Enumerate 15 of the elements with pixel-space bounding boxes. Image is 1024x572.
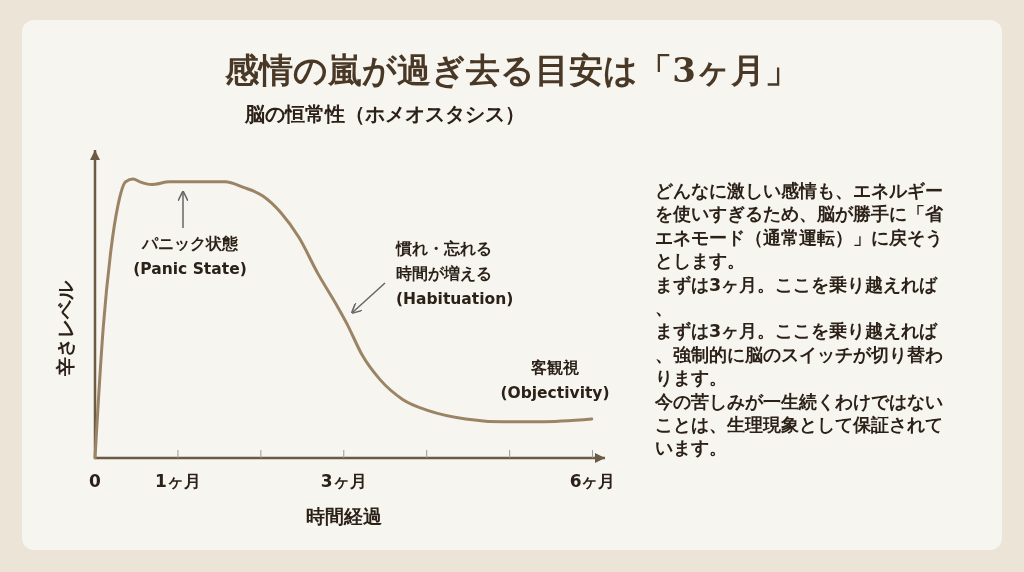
chart-subtitle: 脳の恒常性（ホメオスタシス） bbox=[244, 102, 525, 126]
x-tick-label: 1ヶ月 bbox=[155, 471, 201, 491]
x-tick-label: 0 bbox=[89, 471, 102, 491]
x-tick-label: 3ヶ月 bbox=[320, 471, 367, 491]
annotation: 慣れ・忘れる時間が増える (Habituation) bbox=[395, 239, 514, 308]
x-tick-label: 6ヶ月 bbox=[569, 471, 616, 491]
annotation: パニック状態 (Panic State) bbox=[133, 235, 247, 278]
text: 今の苦しみが一生続くわけではないことは、生理現象として保証されています。 bbox=[654, 391, 943, 459]
text: まずは3ヶ月。ここを乗り越えれば、 bbox=[655, 274, 939, 318]
y-axis-title: 辛さレベル bbox=[54, 280, 76, 377]
text: どんなに激しい感情も、エネルギーを使いすぎるため、脳が勝手に「省エネモード（通常運転）」に戻そうとします。 bbox=[655, 181, 944, 272]
text: まずは3ヶ月。ここを乗り越えれば、強制的に脳のスイッチが切り替わります。 bbox=[655, 321, 943, 389]
annotation: 客観視 (Objectivity) bbox=[500, 358, 610, 402]
x-axis-title: 時間経過 bbox=[306, 505, 383, 527]
chart-title: 感情の嵐が過ぎ去る目安は「3ヶ月」 bbox=[224, 50, 799, 90]
